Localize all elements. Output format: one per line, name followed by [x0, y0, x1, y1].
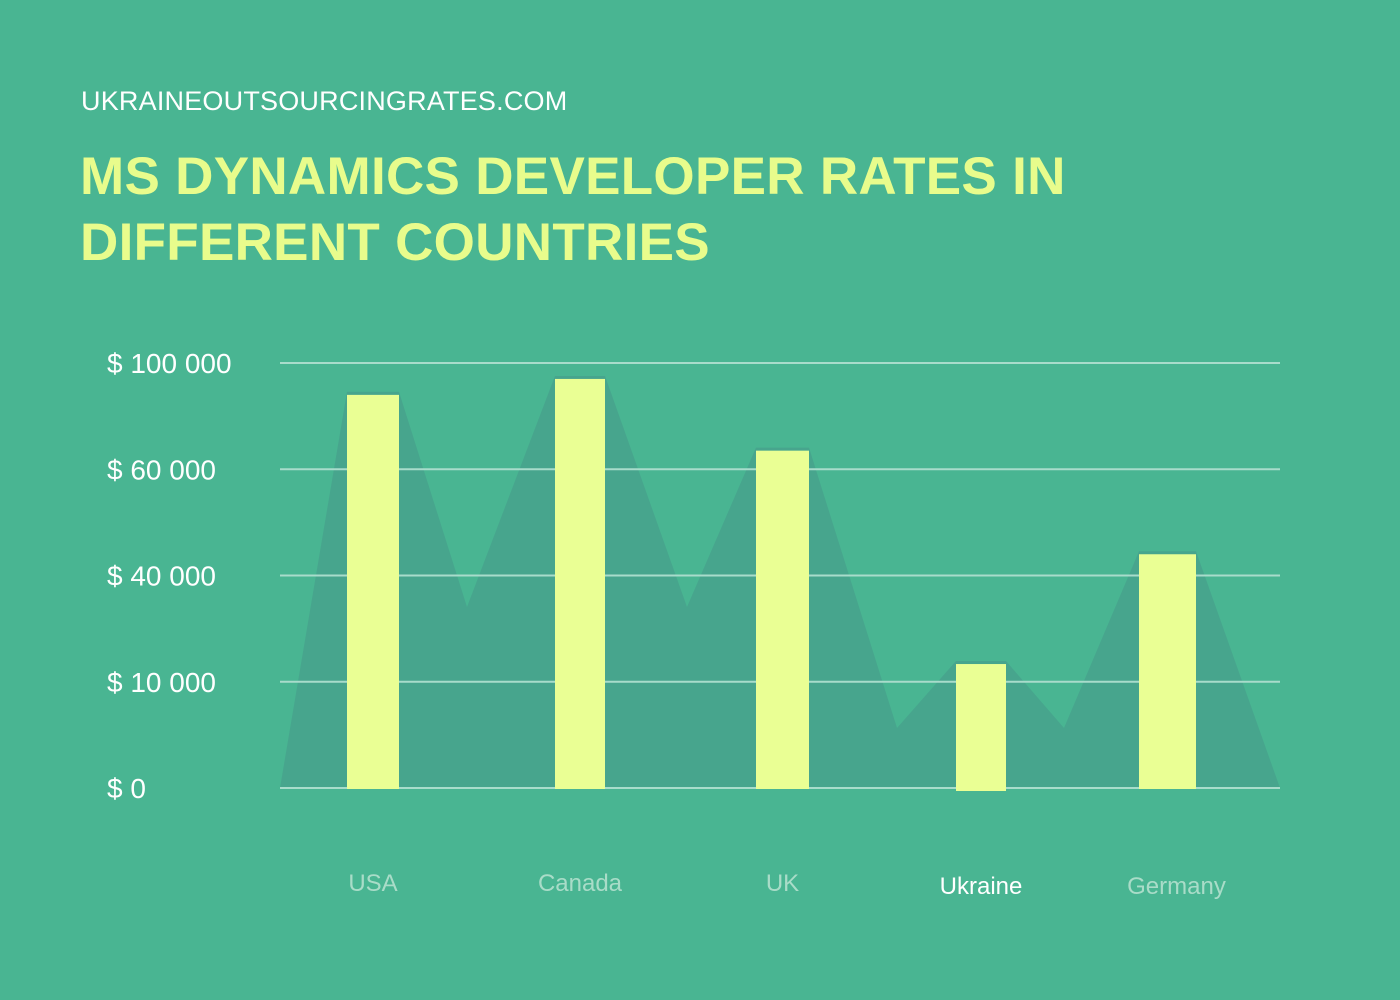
- y-tick-label: $ 0: [107, 773, 146, 804]
- x-category-label: UK: [766, 870, 799, 897]
- bar-canada: [555, 378, 605, 789]
- y-tick-label: $ 10 000: [107, 667, 216, 698]
- y-tick-label: $ 100 000: [107, 348, 232, 379]
- site-name: UKRAINEOUTSOURCINGRATES.COM: [81, 86, 568, 116]
- y-tick-label: $ 40 000: [107, 561, 216, 592]
- x-category-label: USA: [348, 870, 397, 897]
- x-category-label: Ukraine: [940, 873, 1023, 900]
- bar-ukraine: [956, 664, 1006, 791]
- bar-germany: [1139, 554, 1196, 789]
- chart-title: MS DYNAMICS DEVELOPER RATES IN DIFFERENT…: [80, 147, 1066, 272]
- y-tick-label: $ 60 000: [107, 454, 216, 485]
- bar-usa: [347, 394, 399, 789]
- x-category-label: Canada: [538, 870, 623, 897]
- x-category-label: Germany: [1127, 873, 1226, 900]
- bar-uk: [756, 450, 809, 789]
